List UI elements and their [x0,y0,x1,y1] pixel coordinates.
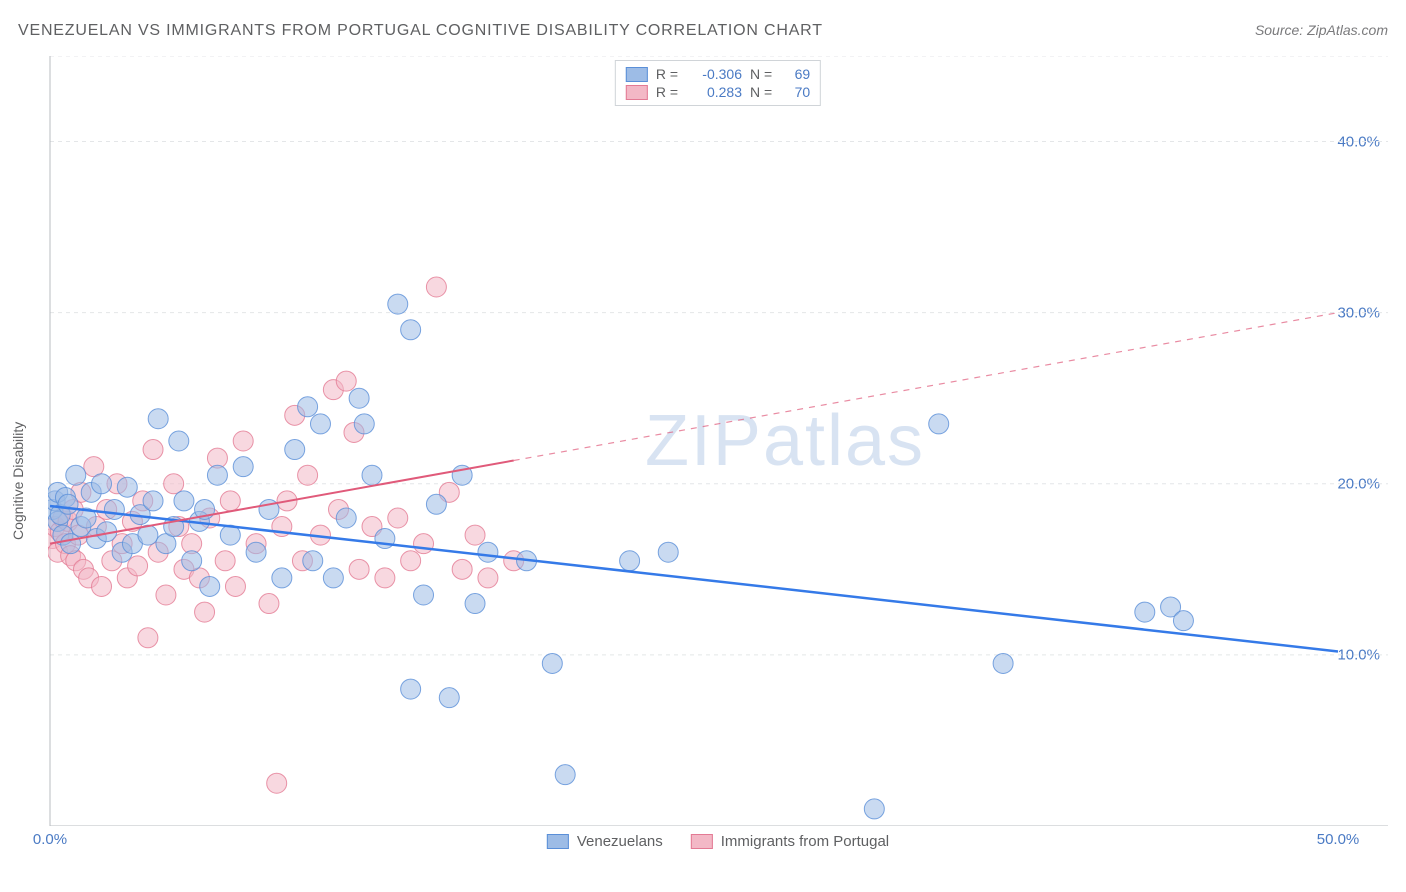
chart-title: VENEZUELAN VS IMMIGRANTS FROM PORTUGAL C… [18,22,823,40]
r-label: R = [656,66,678,82]
legend-row-series-0: R = -0.306 N = 69 [626,65,810,83]
legend-label: Venezuelans [577,833,663,850]
legend-swatch-series-0 [547,834,569,849]
y-axis-label: Cognitive Disability [10,422,26,540]
chart-area: ZIPatlas R = -0.306 N = 69 R = 0.283 N =… [48,56,1388,826]
n-label: N = [750,66,772,82]
source-attribution: Source: ZipAtlas.com [1255,22,1388,38]
n-value: 70 [780,84,810,100]
legend-swatch-series-1 [626,85,648,100]
legend-correlation: R = -0.306 N = 69 R = 0.283 N = 70 [615,60,821,106]
legend-label: Immigrants from Portugal [721,833,889,850]
legend-series: Venezuelans Immigrants from Portugal [547,833,889,850]
scatter-chart [48,56,1388,826]
x-tick-label: 50.0% [1317,831,1360,848]
legend-swatch-series-1 [691,834,713,849]
legend-item-series-0: Venezuelans [547,833,663,850]
r-label: R = [656,84,678,100]
n-value: 69 [780,66,810,82]
n-label: N = [750,84,772,100]
r-value: 0.283 [686,84,742,100]
r-value: -0.306 [686,66,742,82]
legend-row-series-1: R = 0.283 N = 70 [626,83,810,101]
legend-swatch-series-0 [626,67,648,82]
x-tick-label: 0.0% [33,831,67,848]
legend-item-series-1: Immigrants from Portugal [691,833,889,850]
